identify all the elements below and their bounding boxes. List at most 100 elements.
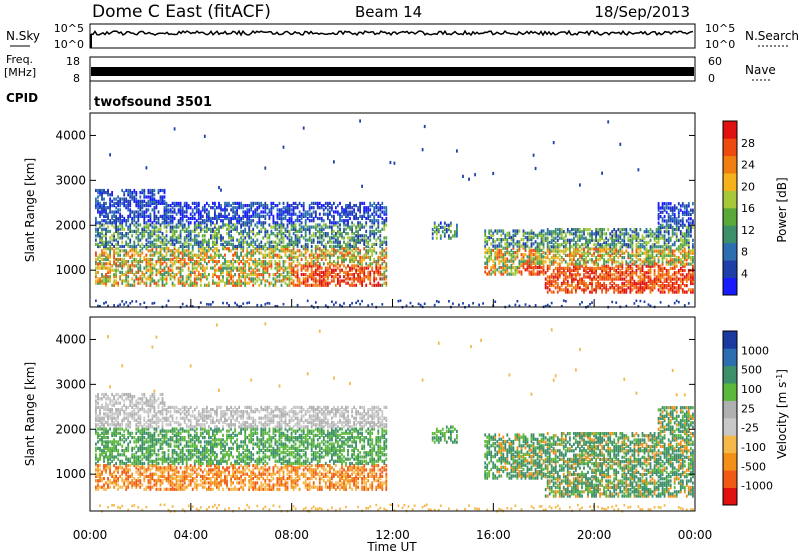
data-cell	[256, 214, 259, 218]
data-cell	[238, 275, 240, 279]
data-cell	[365, 283, 368, 287]
data-cell	[252, 240, 255, 244]
data-cell	[254, 214, 257, 218]
data-cell	[220, 208, 222, 212]
data-cell	[502, 268, 505, 272]
data-cell	[248, 221, 251, 225]
data-cell	[203, 225, 206, 229]
data-cell	[103, 302, 105, 305]
data-cell	[333, 253, 335, 257]
data-cell	[581, 253, 583, 257]
data-cell	[492, 233, 495, 237]
nave-tick-high: 60	[708, 55, 722, 68]
data-cell	[379, 206, 382, 210]
data-cell	[383, 206, 386, 210]
data-cell	[105, 275, 107, 279]
data-cell	[324, 201, 327, 205]
data-cell	[242, 206, 245, 210]
data-cell	[240, 305, 242, 308]
data-cell	[105, 191, 107, 195]
data-cell	[282, 232, 285, 236]
data-cell	[199, 253, 202, 257]
data-cell	[564, 249, 567, 253]
data-cell	[256, 208, 259, 212]
data-cell	[536, 257, 539, 261]
data-cell	[149, 273, 152, 277]
data-cell	[115, 264, 117, 268]
data-cell	[651, 279, 654, 283]
data-cell	[139, 208, 142, 212]
data-cell	[147, 204, 150, 208]
data-cell	[526, 263, 529, 268]
data-cell	[385, 206, 388, 210]
data-cell	[304, 283, 307, 287]
data-cell	[153, 281, 156, 285]
data-cell	[369, 201, 372, 205]
data-cell	[105, 242, 107, 246]
data-cell	[187, 257, 190, 262]
data-cell	[546, 243, 549, 247]
data-cell	[165, 204, 168, 208]
data-cell	[304, 210, 307, 214]
data-cell	[361, 268, 363, 272]
data-cell	[609, 275, 612, 279]
data-cell	[268, 234, 271, 238]
data-cell	[109, 275, 111, 279]
data-cell	[165, 206, 168, 210]
data-cell	[246, 212, 249, 216]
data-cell	[597, 251, 599, 255]
data-cell	[272, 232, 275, 236]
data-cell	[353, 214, 355, 218]
data-cell	[657, 245, 660, 249]
data-cell	[312, 240, 315, 244]
data-cell	[552, 236, 555, 240]
data-cell	[153, 253, 156, 257]
data-cell	[607, 275, 610, 279]
data-cell	[292, 221, 295, 225]
data-cell	[218, 214, 220, 218]
data-cell	[171, 283, 174, 287]
data-cell	[244, 264, 247, 268]
data-cell	[236, 303, 238, 307]
data-cell	[101, 193, 103, 197]
data-cell	[149, 236, 152, 240]
data-cell	[659, 225, 662, 229]
data-cell	[129, 266, 132, 270]
data-cell	[341, 234, 343, 238]
data-cell	[657, 279, 660, 283]
data-cell	[282, 275, 285, 279]
data-cell	[524, 242, 527, 246]
data-cell	[121, 273, 124, 277]
data-cell	[129, 249, 132, 253]
data-cell	[492, 240, 495, 244]
data-cell	[566, 262, 569, 266]
data-cell	[502, 255, 505, 259]
data-cell	[177, 249, 180, 253]
data-cell	[577, 243, 579, 247]
data-cell	[210, 223, 212, 227]
data-cell	[298, 214, 301, 218]
data-cell	[195, 253, 198, 257]
data-cell	[218, 268, 220, 272]
data-cell	[345, 277, 347, 281]
data-cell	[145, 277, 148, 281]
data-cell	[210, 216, 212, 221]
data-cell	[250, 257, 253, 262]
data-cell	[488, 248, 491, 252]
data-cell	[304, 229, 307, 233]
data-cell	[246, 249, 249, 253]
data-cell	[256, 303, 259, 307]
data-cell	[363, 266, 366, 270]
data-cell	[191, 247, 194, 251]
data-cell	[191, 266, 194, 270]
data-cell	[199, 227, 202, 231]
data-cell	[131, 216, 134, 221]
data-cell	[216, 260, 218, 264]
data-cell	[129, 240, 132, 244]
data-cell	[540, 238, 543, 242]
data-cell	[228, 273, 230, 277]
data-cell	[272, 273, 275, 277]
data-cell	[645, 240, 648, 245]
data-cell	[312, 210, 315, 214]
data-cell	[560, 232, 563, 236]
